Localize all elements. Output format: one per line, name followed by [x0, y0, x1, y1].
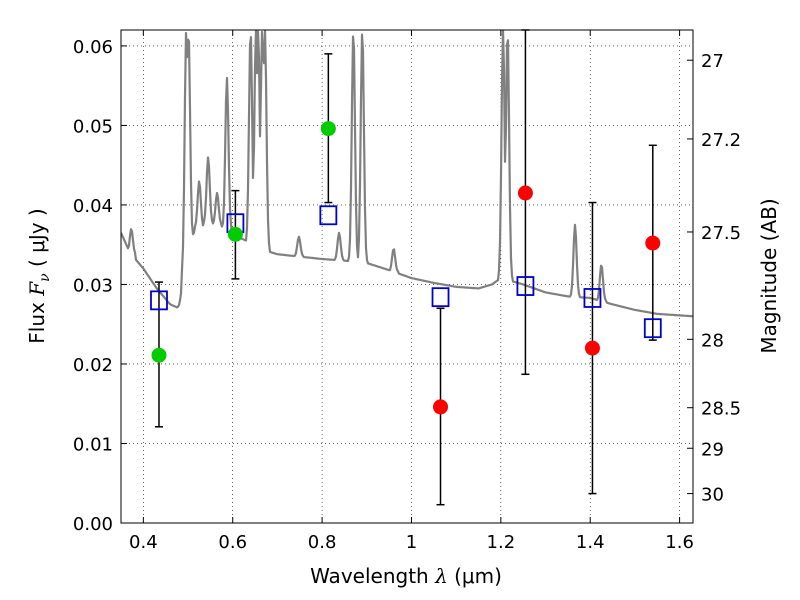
detection-point — [645, 235, 661, 251]
detection-point — [517, 185, 533, 201]
detection-markers — [151, 121, 661, 415]
y2-tick-label: 27.5 — [701, 223, 741, 244]
y-axis: 0.00 0.01 0.02 0.03 0.04 0.05 0.06 — [73, 37, 127, 535]
x-tick-label: 0.4 — [129, 532, 158, 553]
model-square — [643, 318, 662, 339]
detection-point — [584, 340, 600, 356]
sed-spectrum — [121, 30, 693, 318]
model-square — [431, 287, 450, 308]
x-axis-label: Wavelength λ (μm) — [310, 564, 502, 588]
model-square — [319, 205, 338, 226]
detection-point — [320, 121, 336, 137]
y-tick-label: 0.03 — [73, 275, 113, 296]
y2-tick-label: 28 — [701, 330, 724, 351]
y-tick-label: 0.02 — [73, 355, 113, 376]
y2-tick-label: 27 — [701, 51, 724, 72]
detection-point — [151, 347, 167, 363]
y-tick-label: 0.06 — [73, 37, 113, 58]
model-square — [150, 290, 168, 311]
model-photometry-markers — [150, 205, 662, 339]
y2-tick-label: 30 — [701, 485, 724, 506]
y2-tick-label: 28.5 — [701, 399, 741, 420]
x-tick-label: 1.4 — [576, 532, 605, 553]
model-square — [583, 288, 602, 308]
detection-point — [227, 226, 243, 242]
x-tick-label: 1.2 — [487, 532, 516, 553]
error-bars — [154, 29, 657, 506]
sed-line — [121, 30, 693, 318]
model-square — [516, 276, 535, 296]
y2-tick-label: 27.2 — [701, 130, 741, 151]
x-tick-label: 1 — [406, 532, 417, 553]
x-tick-label: 0.8 — [308, 532, 337, 553]
y-axis-label: Flux Fν ( μJy ) — [25, 208, 53, 343]
plot-frame — [120, 29, 694, 524]
y-tick-label: 0.05 — [73, 116, 113, 137]
x-axis: 0.4 0.6 0.8 1 1.2 1.4 1.6 — [129, 30, 694, 553]
x-tick-label: 1.6 — [665, 532, 694, 553]
y2-axis: 27 27.2 27.5 28 28.5 29 30 — [687, 51, 741, 506]
y-tick-label: 0.01 — [73, 434, 113, 455]
y-tick-label: 0.04 — [73, 196, 113, 217]
detection-point — [433, 399, 449, 415]
y2-tick-label: 29 — [701, 439, 724, 460]
y-tick-label: 0.00 — [73, 514, 113, 535]
x-tick-label: 0.6 — [218, 532, 247, 553]
y2-axis-label: Magnitude (AB) — [757, 198, 781, 353]
